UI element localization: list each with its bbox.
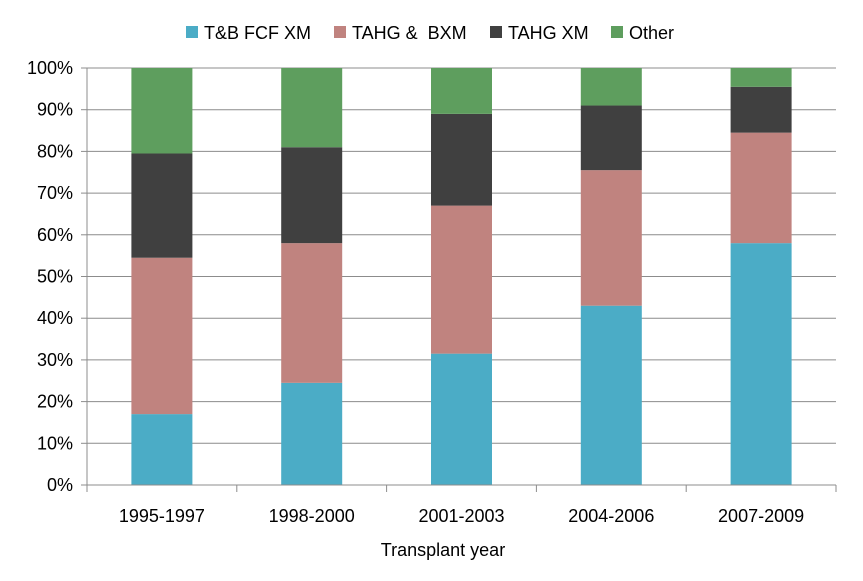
bar-segment: [730, 132, 792, 244]
bar-segment: [281, 382, 343, 485]
legend-label: TAHG XM: [508, 23, 589, 43]
bar-segment: [131, 153, 193, 258]
y-tick-label: 100%: [27, 58, 73, 78]
bar-segment: [431, 113, 492, 206]
legend-label: TAHG & BXM: [352, 23, 467, 43]
y-tick-label: 10%: [37, 433, 73, 453]
bar-segment: [431, 205, 492, 354]
legend-swatch: [334, 26, 346, 38]
bar-segment: [281, 68, 343, 148]
y-tick-label: 50%: [37, 267, 73, 287]
y-tick-label: 30%: [37, 350, 73, 370]
legend-swatch: [490, 26, 502, 38]
bar-segment: [580, 105, 642, 171]
y-tick-label: 40%: [37, 308, 73, 328]
x-tick-label: 2004-2006: [568, 506, 654, 526]
y-tick-label: 0%: [47, 475, 73, 495]
y-tick-labels: 0% 10% 20% 30% 40% 50% 60% 70% 80% 90% 100%: [27, 58, 73, 495]
bar-segment: [580, 305, 642, 485]
y-tick-label: 90%: [37, 100, 73, 120]
y-tick-label: 60%: [37, 225, 73, 245]
y-tick-label: 70%: [37, 183, 73, 203]
bar-segment: [131, 414, 193, 485]
bar-segment: [431, 353, 492, 485]
x-tick-label: 2001-2003: [418, 506, 504, 526]
bar-segment: [730, 86, 792, 133]
bar-segment: [131, 257, 193, 415]
bar-segment: [281, 243, 343, 383]
x-tick-label: 1995-1997: [119, 506, 205, 526]
bar-segment: [580, 170, 642, 306]
legend: T&B FCF XM TAHG & BXM TAHG XM Other: [186, 23, 674, 43]
axes: [86, 68, 837, 492]
bar-segment: [131, 68, 193, 154]
bar-segment: [431, 68, 492, 114]
legend-swatch: [611, 26, 623, 38]
x-tick-label: 1998-2000: [269, 506, 355, 526]
y-tick-label: 20%: [37, 392, 73, 412]
bar-segment: [281, 147, 343, 244]
bar-segment: [730, 68, 792, 87]
bars: [131, 68, 792, 485]
legend-label: Other: [629, 23, 674, 43]
bar-segment: [580, 68, 642, 106]
bar-segment: [730, 243, 792, 485]
x-tick-labels: 1995-1997 1998-2000 2001-2003 2004-2006 2007…: [119, 506, 804, 526]
legend-label: T&B FCF XM: [204, 23, 311, 43]
x-tick-label: 2007-2009: [718, 506, 804, 526]
x-axis-title: Transplant year: [381, 540, 505, 560]
legend-swatch: [186, 26, 198, 38]
y-tick-label: 80%: [37, 141, 73, 161]
